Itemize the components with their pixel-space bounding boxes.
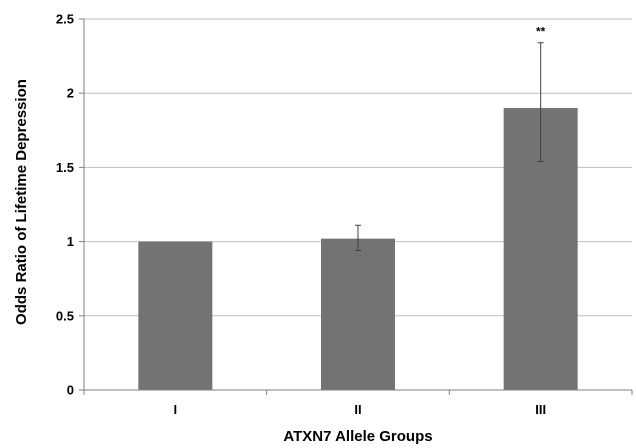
y-tick-label: 2.5 (56, 12, 74, 27)
significance-annotation: ** (536, 25, 546, 39)
error-bars (355, 42, 544, 252)
axes (79, 18, 633, 395)
x-tick-label: II (354, 402, 361, 417)
y-tick-label: 1.5 (56, 160, 74, 175)
tick-labels: 00.511.522.5I II III** (56, 12, 546, 418)
x-tick-label: I (174, 402, 178, 417)
y-tick-label: 0.5 (56, 308, 74, 323)
bars (138, 108, 578, 390)
y-tick-label: 0 (67, 383, 74, 398)
y-axis-title: Odds Ratio of Lifetime Depression (13, 79, 30, 325)
y-tick-label: 1 (67, 234, 74, 249)
y-tick-label: 2 (67, 86, 74, 101)
x-tick-label: III (535, 402, 546, 417)
bar-I (138, 241, 213, 390)
bar-II (321, 238, 395, 390)
x-axis-title: ATXN7 Allele Groups (283, 428, 432, 445)
